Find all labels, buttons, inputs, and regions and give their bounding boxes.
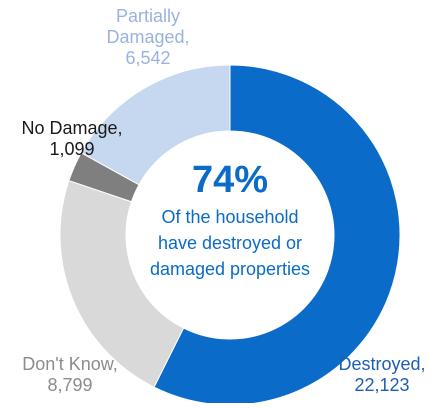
slice-label-partially-damaged-line-2: Damaged, (106, 27, 189, 47)
slice-labels-group: Destroyed, 22,123 Don't Know, 8,799 No Damag… (21, 6, 425, 395)
slice-don-t-know (59, 179, 185, 388)
center-subtitle-line-1: Of the household (161, 207, 298, 227)
slice-label-don-t-know-line-1: Don't Know, (22, 354, 118, 374)
slice-label-destroyed: Destroyed, 22,123 (338, 354, 425, 395)
center-headline: 74% (192, 159, 268, 201)
slice-partially-damaged (80, 64, 231, 186)
slices-group (59, 64, 401, 406)
slice-label-no-damage-line-1: No Damage, (21, 118, 122, 138)
slice-label-partially-damaged-line-1: Partially (116, 6, 180, 26)
slice-label-destroyed-line-1: Destroyed, (338, 354, 425, 374)
center-subtitle-line-3: damaged properties (150, 259, 310, 279)
slice-label-destroyed-line-2: 22,123 (354, 375, 409, 395)
slice-label-partially-damaged-line-3: 6,542 (125, 48, 170, 68)
center-text-group: 74% Of the household have destroyed or d… (150, 159, 310, 279)
center-subtitle-line-2: have destroyed or (158, 233, 302, 253)
slice-label-no-damage: No Damage, 1,099 (21, 118, 122, 159)
slice-label-no-damage-line-2: 1,099 (49, 139, 94, 159)
slice-destroyed (153, 64, 401, 406)
slice-label-partially-damaged: Partially Damaged, 6,542 (106, 6, 189, 68)
slice-label-don-t-know-line-2: 8,799 (47, 375, 92, 395)
slice-label-don-t-know: Don't Know, 8,799 (22, 354, 118, 395)
